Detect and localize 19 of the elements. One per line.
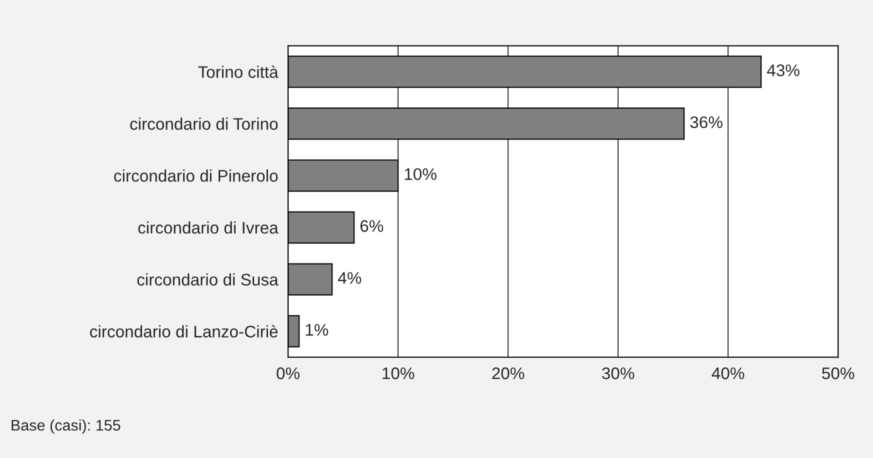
x-tick-label: 20% — [492, 367, 524, 380]
data-label: 10% — [404, 168, 436, 180]
y-tick-label: Torino città — [198, 66, 278, 78]
data-label: 36% — [690, 116, 722, 128]
x-tick-label: 40% — [712, 367, 744, 380]
y-tick-label: circondario di Torino — [130, 118, 278, 130]
x-tick-label: 50% — [822, 367, 854, 380]
x-tick-label: 10% — [382, 367, 414, 380]
y-tick-label: circondario di Lanzo-Ciriè — [90, 325, 278, 338]
data-label: 6% — [360, 220, 384, 232]
y-tick-label: circondario di Susa — [137, 273, 278, 286]
text: Base (casi): 155 — [12, 419, 120, 434]
x-tick-label: 30% — [602, 367, 634, 380]
data-label: 1% — [306, 324, 328, 336]
data-label: 43% — [767, 64, 800, 76]
x-tick-label: 0% — [276, 367, 300, 380]
data-label: 4% — [338, 272, 362, 284]
y-tick-label: circondario di Ivrea — [138, 221, 278, 234]
y-tick-label: circondario di Pinerolo — [114, 170, 278, 182]
